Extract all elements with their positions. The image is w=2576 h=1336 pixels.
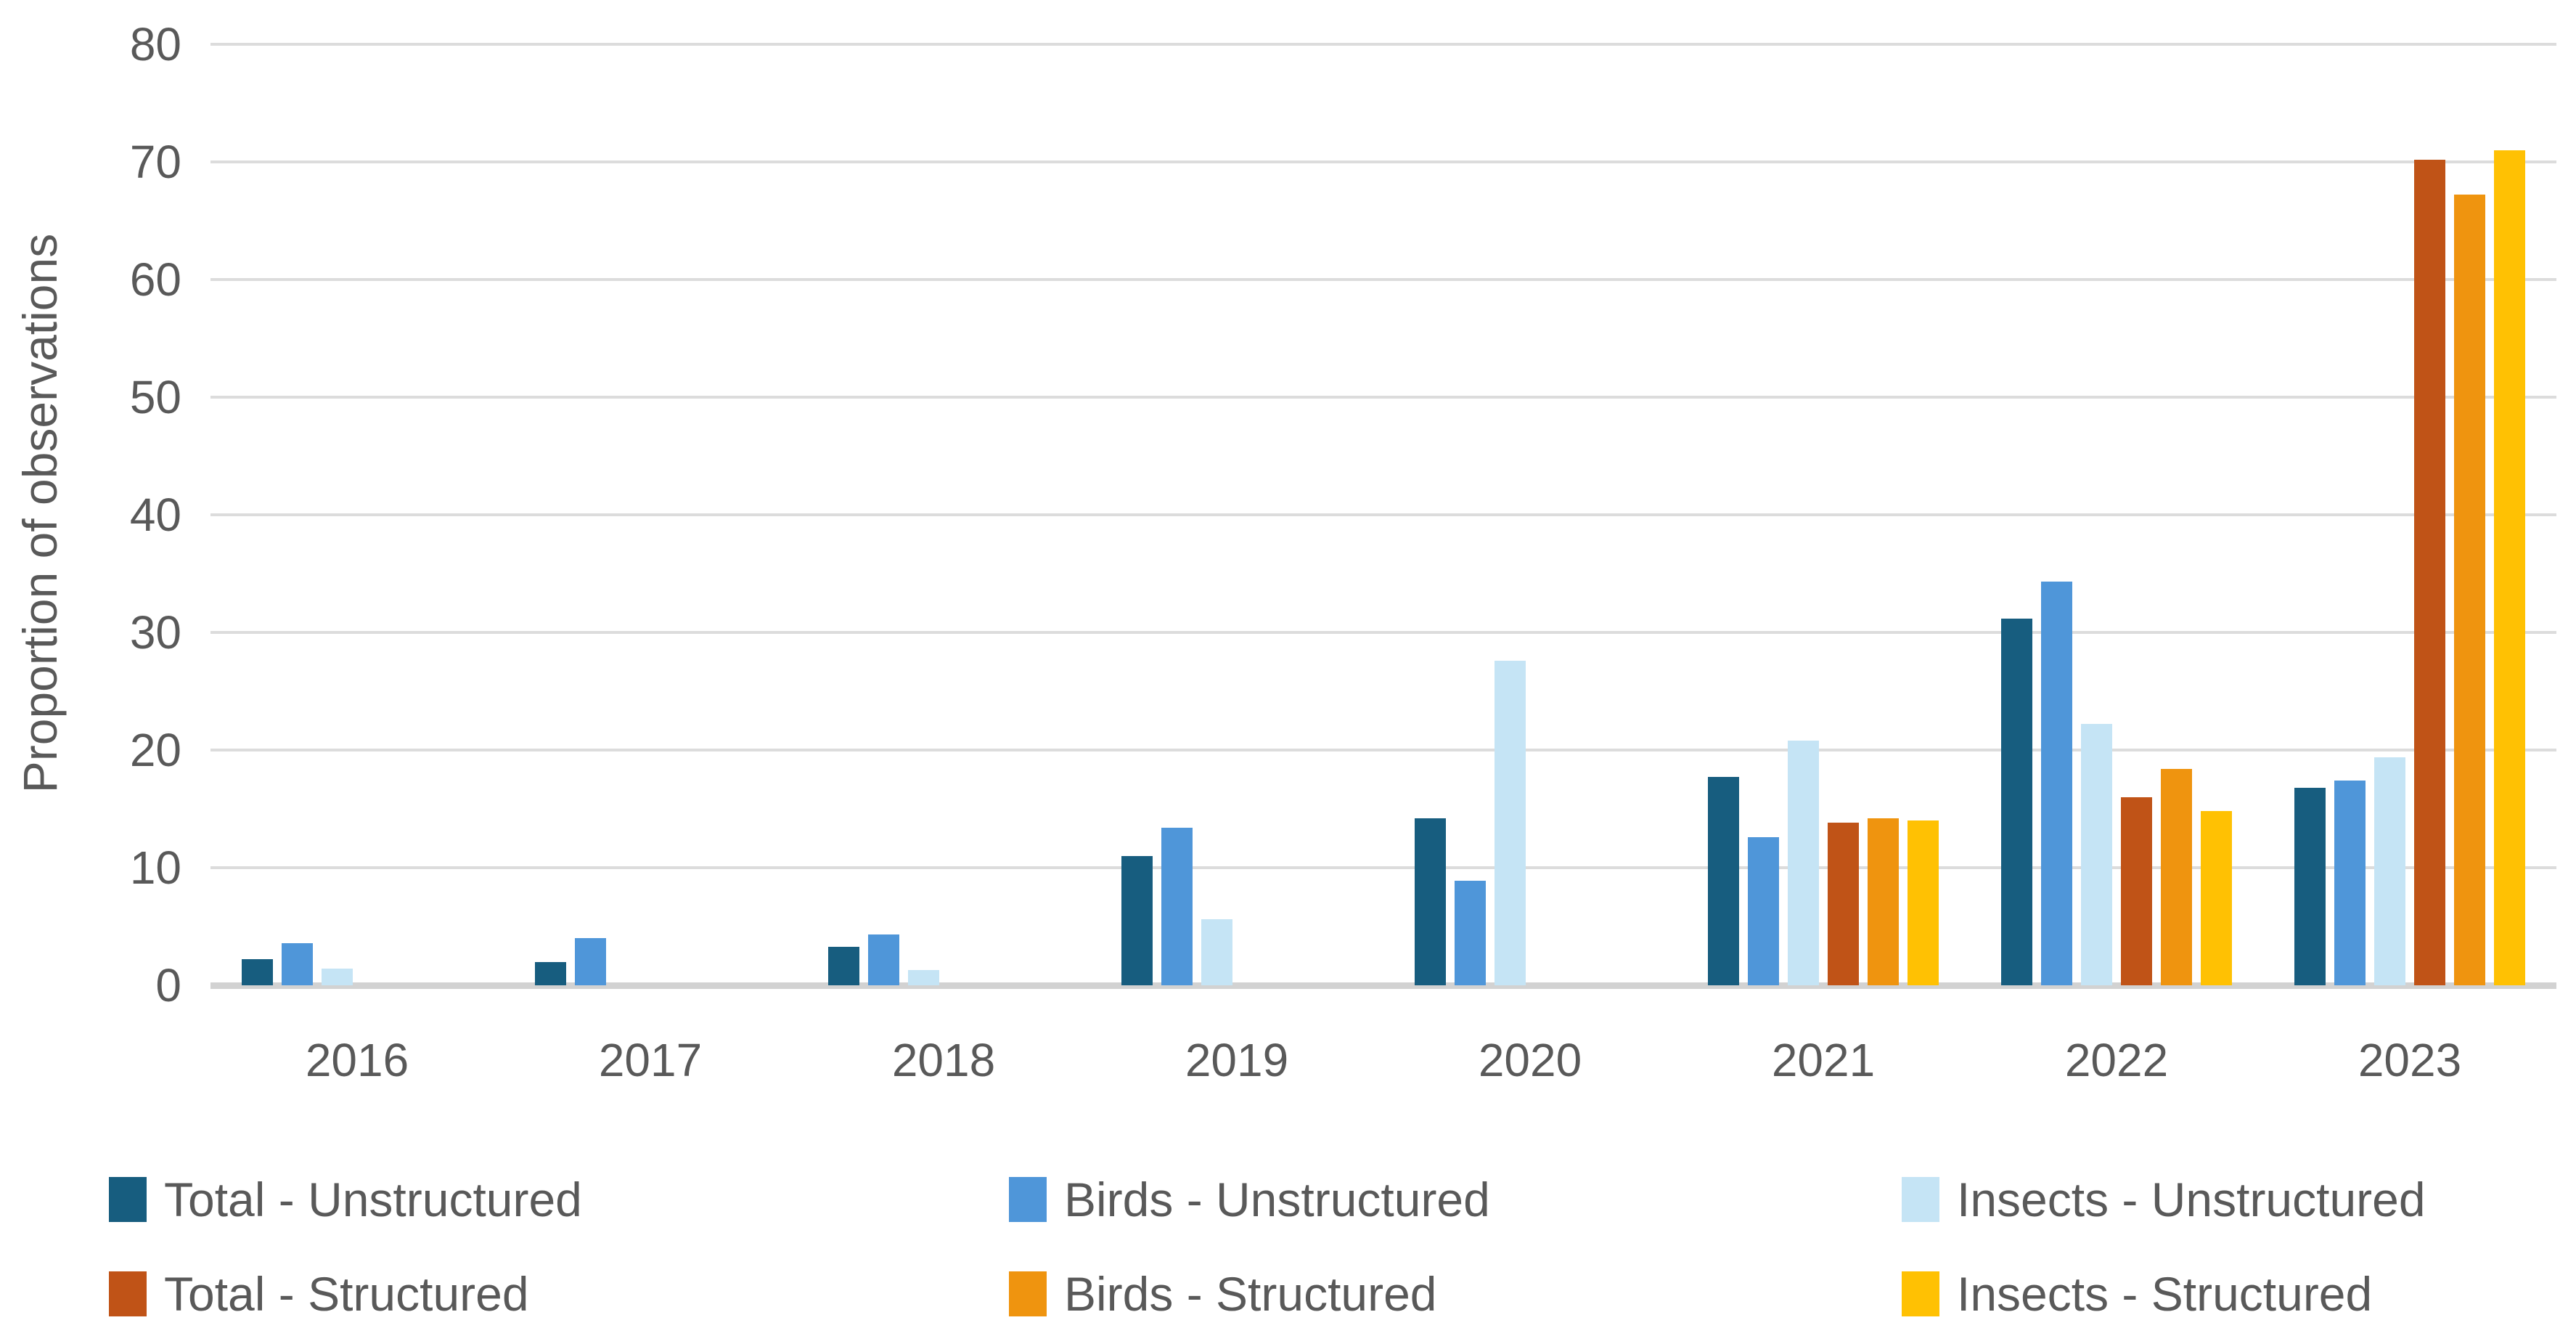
- legend-swatch-icon: [1009, 1271, 1047, 1316]
- y-tick-label-0: 0: [155, 959, 181, 1011]
- x-tick-label-2017: 2017: [598, 1034, 703, 1086]
- gridline-y60: [210, 278, 2556, 281]
- y-tick-label-20: 20: [129, 724, 181, 776]
- bar-2022-insects-structured: [2201, 811, 2232, 985]
- legend-item-total-structured: Total - Structured: [109, 1265, 529, 1323]
- bar-2023-insects-unstructured: [2374, 757, 2405, 985]
- gridline-y80: [210, 43, 2556, 46]
- bar-2021-birds-unstructured: [1748, 836, 1779, 985]
- x-tick-label-2020: 2020: [1478, 1034, 1582, 1086]
- bar-2021-total-unstructured: [1708, 777, 1739, 985]
- bar-2022-total-unstructured: [2001, 618, 2032, 985]
- legend-item-birds-structured: Birds - Structured: [1009, 1265, 1437, 1323]
- legend-label: Birds - Unstructured: [1064, 1173, 1490, 1226]
- legend-swatch-icon: [1902, 1271, 1939, 1316]
- bar-2016-total-unstructured: [242, 959, 273, 985]
- legend-item-total-unstructured: Total - Unstructured: [109, 1170, 582, 1229]
- legend-swatch-icon: [109, 1177, 147, 1222]
- bar-2023-birds-unstructured: [2334, 781, 2366, 985]
- legend-label: Insects - Structured: [1957, 1267, 2373, 1321]
- bar-2020-birds-unstructured: [1455, 880, 1486, 985]
- bar-2020-total-unstructured: [1415, 818, 1446, 985]
- legend-label: Insects - Unstructured: [1957, 1173, 2426, 1226]
- legend-label: Total - Unstructured: [164, 1173, 582, 1226]
- bar-2022-total-structured: [2121, 797, 2152, 985]
- y-tick-label-80: 80: [129, 18, 181, 70]
- gridline-y10: [210, 866, 2556, 869]
- legend-swatch-icon: [1009, 1177, 1047, 1222]
- bar-2019-birds-unstructured: [1161, 827, 1193, 985]
- gridline-y70: [210, 160, 2556, 163]
- bar-2019-insects-unstructured: [1201, 919, 1232, 985]
- legend-label: Birds - Structured: [1064, 1267, 1437, 1321]
- x-tick-label-2018: 2018: [891, 1034, 996, 1086]
- bar-2021-total-structured: [1828, 823, 1859, 985]
- legend-item-birds-unstructured: Birds - Unstructured: [1009, 1170, 1490, 1229]
- bar-2023-insects-structured: [2494, 150, 2525, 985]
- y-tick-label-60: 60: [129, 253, 181, 306]
- x-tick-label-2016: 2016: [305, 1034, 409, 1086]
- x-tick-label-2023: 2023: [2358, 1034, 2462, 1086]
- gridline-y40: [210, 513, 2556, 516]
- y-tick-label-50: 50: [129, 371, 181, 423]
- bar-2022-birds-unstructured: [2041, 582, 2072, 985]
- bar-2022-insects-unstructured: [2081, 724, 2112, 985]
- bar-2021-insects-structured: [1908, 820, 1939, 985]
- y-tick-label-30: 30: [129, 606, 181, 659]
- bar-2018-insects-unstructured: [908, 969, 939, 985]
- y-tick-label-10: 10: [129, 842, 181, 894]
- bar-2021-insects-unstructured: [1788, 741, 1819, 985]
- legend-swatch-icon: [109, 1271, 147, 1316]
- x-tick-label-2021: 2021: [1771, 1034, 1876, 1086]
- bar-2021-birds-structured: [1868, 818, 1899, 985]
- y-tick-label-70: 70: [129, 136, 181, 188]
- bar-2016-birds-unstructured: [282, 942, 313, 985]
- bar-2017-total-unstructured: [535, 961, 566, 985]
- x-axis-line: [210, 982, 2556, 989]
- bar-2018-birds-unstructured: [868, 934, 899, 985]
- legend-label: Total - Structured: [164, 1267, 529, 1321]
- bar-2016-insects-unstructured: [322, 969, 353, 985]
- legend-item-insects-structured: Insects - Structured: [1902, 1265, 2372, 1323]
- bar-2022-birds-structured: [2161, 768, 2192, 985]
- x-tick-label-2022: 2022: [2064, 1034, 2169, 1086]
- gridline-y30: [210, 631, 2556, 634]
- bar-2017-birds-unstructured: [575, 938, 606, 985]
- gridline-y50: [210, 396, 2556, 399]
- bar-2020-insects-unstructured: [1495, 660, 1526, 985]
- legend-item-insects-unstructured: Insects - Unstructured: [1902, 1170, 2426, 1229]
- y-tick-label-40: 40: [129, 489, 181, 541]
- bar-2019-total-unstructured: [1121, 855, 1153, 985]
- bar-2023-total-unstructured: [2294, 787, 2326, 985]
- x-tick-label-2019: 2019: [1185, 1034, 1289, 1086]
- bar-2023-birds-structured: [2454, 195, 2485, 985]
- bar-2023-total-structured: [2414, 159, 2445, 985]
- legend-swatch-icon: [1902, 1177, 1939, 1222]
- gridline-y20: [210, 749, 2556, 752]
- bar-2018-total-unstructured: [828, 946, 859, 985]
